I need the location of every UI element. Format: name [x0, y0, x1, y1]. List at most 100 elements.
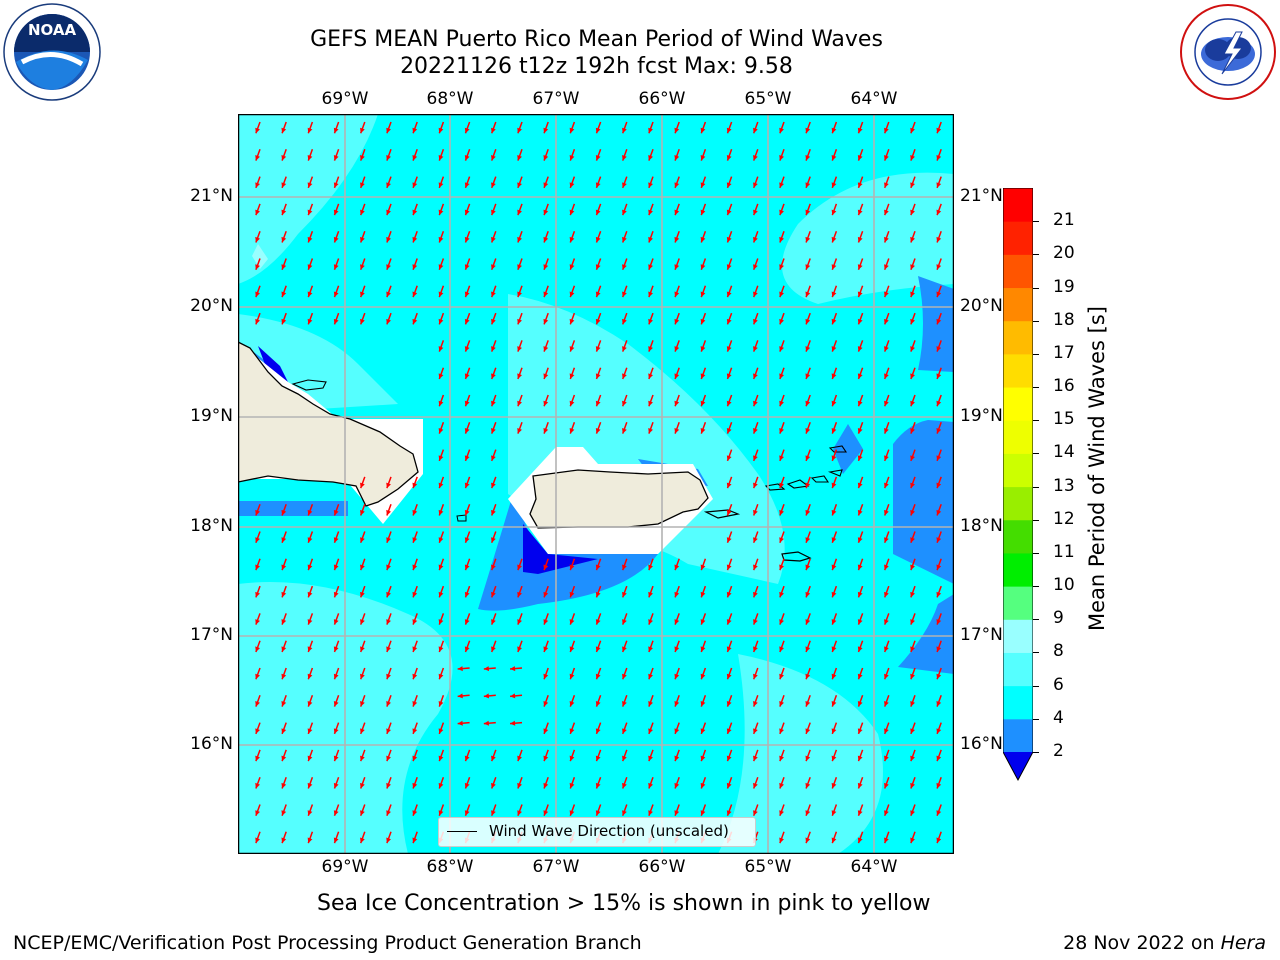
- wind-wave-arrow: [936, 722, 942, 735]
- colorbar-under-triangle: [1003, 752, 1033, 780]
- wind-wave-arrow: [752, 640, 759, 653]
- wind-wave-arrow: [255, 230, 261, 243]
- colorbar-label: 2: [1053, 741, 1064, 761]
- wind-wave-arrow: [457, 693, 470, 699]
- wind-wave-arrow: [857, 449, 864, 462]
- wind-wave-arrow: [595, 230, 602, 243]
- wind-wave-arrow: [412, 613, 418, 625]
- wind-wave-arrow: [595, 203, 602, 216]
- wind-wave-arrow: [438, 804, 445, 817]
- colorbar-tick: [1033, 652, 1039, 654]
- wind-wave-arrow: [857, 831, 864, 844]
- wind-wave-arrow: [910, 121, 916, 134]
- wind-wave-arrow: [648, 258, 654, 271]
- wind-wave-arrow: [883, 367, 890, 380]
- wind-wave-arrow: [648, 804, 654, 817]
- wind-wave-arrow: [674, 258, 680, 271]
- wind-wave-arrow: [752, 367, 759, 380]
- wind-wave-arrow: [700, 695, 707, 707]
- wind-wave-arrow: [779, 121, 785, 134]
- wind-wave-arrow: [726, 258, 733, 271]
- run-date: 28 Nov 2022 on Hera: [1063, 932, 1266, 954]
- wind-wave-arrow: [779, 449, 785, 462]
- wind-wave-arrow: [883, 176, 890, 189]
- wind-wave-arrow: [386, 831, 392, 844]
- wind-wave-arrow: [595, 285, 602, 298]
- wind-wave-arrow: [569, 558, 576, 571]
- wind-wave-arrow: [831, 695, 838, 707]
- wind-wave-arrow: [595, 776, 602, 789]
- wind-wave-arrow: [386, 722, 392, 735]
- sea-region-pale: [252, 244, 268, 269]
- wind-wave-arrow: [857, 394, 864, 407]
- wind-wave-arrow: [543, 258, 549, 271]
- wind-wave-arrow: [412, 585, 418, 598]
- colorbar-tick: [1033, 320, 1039, 322]
- wind-wave-arrow: [648, 749, 654, 762]
- wind-wave-arrow: [700, 230, 707, 243]
- wind-wave-arrow: [648, 176, 654, 189]
- wind-wave-arrow: [255, 613, 261, 625]
- puerto-rico-land: [530, 470, 708, 528]
- wind-wave-arrow: [307, 230, 314, 243]
- wind-wave-arrow: [457, 666, 470, 672]
- mona-island-coastline: [456, 514, 467, 522]
- wind-wave-arrow: [333, 695, 340, 707]
- wind-wave-arrow: [517, 394, 523, 407]
- wind-wave-arrow: [648, 203, 654, 216]
- wind-wave-arrow: [412, 285, 418, 298]
- wind-wave-arrow: [883, 804, 890, 817]
- wind-wave-arrow: [648, 613, 654, 625]
- wind-wave-arrow: [700, 312, 707, 325]
- wind-wave-arrow: [883, 585, 890, 598]
- wind-wave-arrow: [726, 640, 733, 653]
- wind-wave-arrow: [307, 149, 314, 161]
- wind-wave-arrow: [910, 776, 916, 789]
- wind-wave-arrow: [386, 258, 392, 271]
- wind-wave-arrow: [621, 121, 628, 134]
- wind-wave-arrow: [883, 503, 890, 516]
- wind-wave-arrow: [674, 394, 680, 407]
- wind-wave-arrow: [857, 640, 864, 653]
- wind-wave-arrow: [333, 613, 340, 625]
- wind-wave-arrow: [517, 367, 523, 380]
- wind-wave-arrow: [464, 312, 471, 325]
- wind-wave-arrow: [438, 285, 445, 298]
- colorbar-tick: [1033, 353, 1039, 355]
- wind-wave-arrow: [386, 695, 392, 707]
- wind-wave-arrow: [386, 585, 392, 598]
- wind-wave-arrow: [805, 258, 811, 271]
- wind-wave-arrow: [569, 394, 576, 407]
- map-frame: [238, 114, 954, 854]
- wind-wave-arrow: [595, 340, 602, 352]
- wind-wave-arrow: [464, 585, 471, 598]
- colorbar-outline: [1003, 188, 1033, 782]
- wind-wave-arrow: [857, 558, 864, 571]
- wind-wave-arrow: [359, 285, 366, 298]
- wind-wave-arrow: [281, 776, 287, 789]
- wind-wave-arrow: [412, 149, 418, 161]
- wind-wave-arrow: [857, 476, 864, 489]
- wind-wave-arrow: [569, 613, 576, 625]
- wind-wave-arrow: [543, 804, 549, 817]
- wind-wave-arrow: [438, 476, 445, 489]
- wind-wave-arrow: [910, 558, 916, 571]
- wind-wave-arrow: [910, 476, 916, 489]
- wind-wave-arrow: [490, 367, 497, 380]
- wind-wave-arrow: [779, 804, 785, 817]
- wind-wave-arrow: [281, 149, 287, 161]
- wind-wave-arrow: [936, 449, 942, 462]
- wind-wave-arrow: [805, 804, 811, 817]
- wind-wave-arrow: [517, 203, 523, 216]
- wind-wave-arrow: [936, 558, 942, 571]
- wind-wave-arrow: [333, 121, 340, 134]
- wind-wave-arrow: [333, 585, 340, 598]
- wind-wave-arrow: [490, 558, 497, 571]
- wind-wave-arrow: [752, 449, 759, 462]
- wind-wave-arrow: [438, 749, 445, 762]
- wind-wave-arrow: [386, 176, 392, 189]
- wind-wave-arrow: [831, 121, 838, 134]
- wind-wave-arrow: [857, 340, 864, 352]
- wind-wave-arrow: [779, 230, 785, 243]
- wind-wave-arrow: [779, 503, 785, 516]
